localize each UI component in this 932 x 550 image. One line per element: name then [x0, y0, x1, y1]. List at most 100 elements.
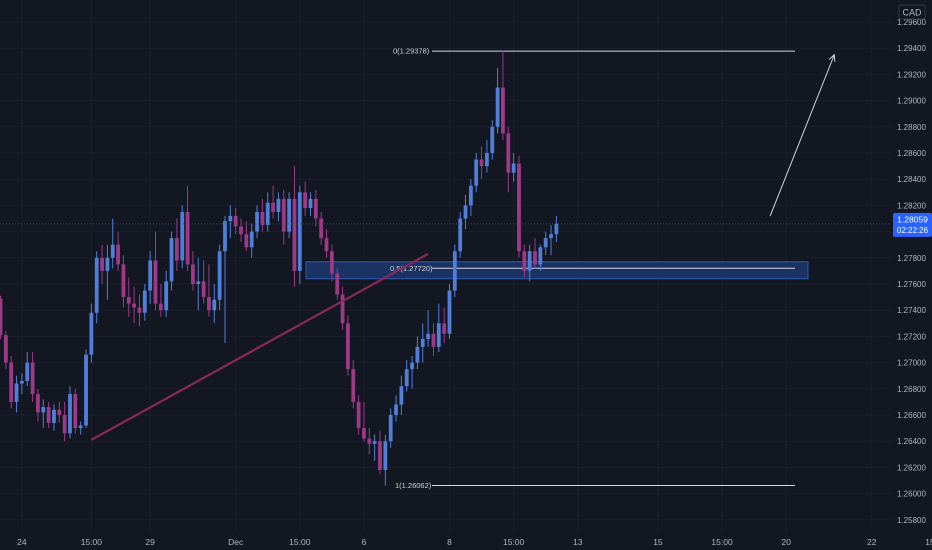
candle-up — [84, 354, 88, 426]
candle-down — [324, 238, 329, 252]
candle-up — [110, 244, 115, 258]
candle-up — [142, 290, 147, 313]
candle-down — [191, 264, 195, 284]
price-tick-label: 1.28800 — [897, 123, 926, 132]
candle-up — [410, 362, 414, 370]
candle-down — [329, 251, 334, 274]
time-axis[interactable]: 24 15:00 29 Dec 15:00 6 8 15:00 13 15 15:00 20 22 15:… — [17, 537, 932, 547]
candle-up — [452, 251, 457, 291]
countdown-timer: 02:22:26 — [897, 226, 929, 235]
candle-down — [3, 335, 8, 363]
candle-down — [36, 394, 40, 413]
candle-down — [30, 362, 35, 395]
price-tick-label: 1.25800 — [897, 516, 926, 525]
candle-up — [180, 211, 185, 261]
time-tick-label: 15:00 — [711, 537, 733, 547]
time-tick-label: Dec — [228, 537, 244, 547]
candle-up — [249, 231, 254, 248]
candle-up — [511, 163, 516, 173]
last-price: 1.28059 — [897, 214, 928, 224]
candle-up — [484, 153, 489, 167]
candle-up — [538, 247, 543, 265]
price-tick-label: 1.29600 — [897, 18, 926, 27]
candle-up — [297, 192, 302, 271]
candle-down — [0, 298, 3, 336]
candle-down — [73, 394, 78, 429]
candle-up — [148, 260, 153, 291]
candle-down — [533, 251, 537, 265]
candle-up — [169, 238, 174, 282]
candle-down — [351, 369, 356, 402]
trendline — [90, 252, 429, 441]
time-tick-label: 8 — [447, 537, 452, 547]
candle-down — [356, 401, 361, 429]
candle-up — [25, 362, 30, 381]
time-tick-label: 15:00 — [925, 537, 932, 547]
candle-down — [319, 218, 324, 239]
candle-down — [271, 202, 275, 212]
candle-down — [132, 303, 137, 308]
candle-down — [367, 438, 372, 444]
price-tick-label: 1.29400 — [897, 44, 926, 53]
candle-up — [415, 346, 420, 363]
candle-up — [527, 251, 532, 271]
fib-level-1-label: 1(1.26062) — [395, 481, 432, 490]
candle-up — [383, 441, 388, 471]
fibonacci-retracement[interactable]: 0(1.29378) 0.5(1.27720) 1(1.26062) — [390, 47, 795, 490]
candle-up — [474, 159, 479, 186]
time-tick-label: 15:00 — [289, 537, 311, 547]
grid — [0, 0, 932, 532]
time-tick-label: 24 — [17, 537, 27, 547]
candle-down — [442, 323, 447, 334]
candle-up — [19, 380, 24, 384]
candle-down — [501, 87, 505, 134]
candle-up — [265, 202, 270, 226]
candle-up — [388, 415, 393, 442]
candle-up — [212, 299, 217, 311]
price-tick-label: 1.29200 — [897, 70, 926, 79]
time-tick-label: 15:00 — [81, 537, 103, 547]
price-tick-label: 1.26000 — [897, 490, 926, 499]
candle-down — [233, 215, 238, 227]
drawings[interactable] — [0, 53, 891, 441]
projection-arrow-line — [769, 54, 835, 217]
candle-down — [506, 133, 511, 173]
candle-down — [158, 303, 163, 311]
candle-up — [223, 221, 227, 252]
candle-up — [196, 281, 201, 284]
candle-down — [153, 260, 158, 304]
candle-up — [490, 126, 495, 153]
support-zone-box — [305, 261, 809, 280]
candles — [0, 50, 559, 486]
time-tick-label: 15 — [653, 537, 663, 547]
candle-up — [543, 238, 548, 248]
candle-up — [549, 234, 553, 239]
price-tick-label: 1.27400 — [897, 306, 926, 315]
candle-down — [9, 362, 14, 402]
candle-down — [126, 297, 131, 304]
candle-down — [340, 294, 345, 324]
candle-up — [372, 441, 377, 444]
candle-up — [458, 218, 463, 252]
candle-down — [346, 323, 350, 370]
candle-down — [303, 192, 308, 209]
candle-down — [313, 198, 318, 219]
candle-up — [394, 404, 398, 415]
candle-up — [463, 205, 468, 219]
candle-up — [14, 383, 19, 402]
candle-down — [207, 297, 211, 311]
candle-up — [447, 290, 452, 334]
candle-up — [52, 409, 56, 423]
candle-down — [100, 257, 104, 271]
price-tick-label: 1.26600 — [897, 411, 926, 420]
time-tick-label: 20 — [781, 537, 791, 547]
candle-up — [436, 323, 441, 347]
candle-down — [244, 234, 249, 248]
price-tick-label: 1.28600 — [897, 149, 926, 158]
price-tick-label: 1.26800 — [897, 385, 926, 394]
currency-badge: CAD — [898, 4, 926, 20]
candle-down — [116, 244, 120, 265]
candle-down — [46, 407, 51, 423]
candle-down — [62, 415, 67, 434]
